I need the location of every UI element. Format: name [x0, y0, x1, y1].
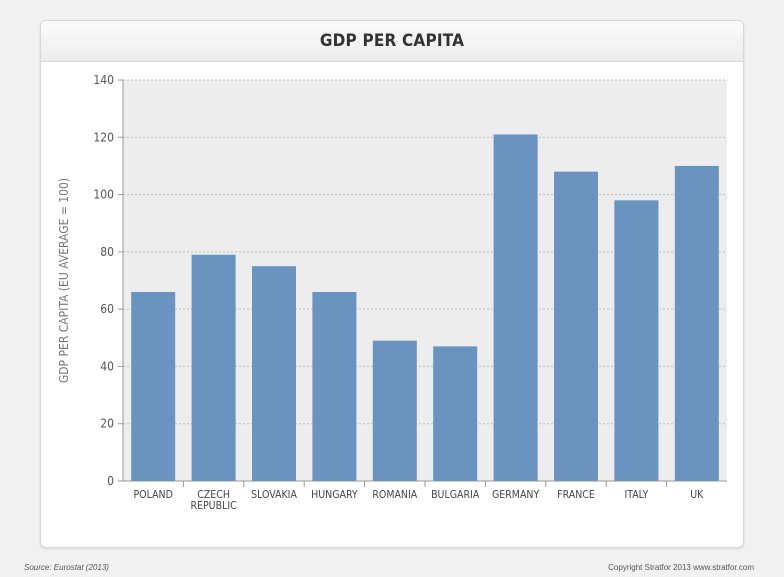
chart-title: GDP PER CAPITA — [41, 21, 743, 62]
bar-slovakia — [252, 266, 296, 481]
bar-uk — [674, 165, 719, 481]
x-tick-label: GERMANY — [492, 489, 540, 501]
y-tick-label: 140 — [93, 73, 114, 87]
x-tick-label: FRANCE — [557, 489, 595, 501]
bar-france — [554, 171, 598, 481]
y-tick-label: 20 — [100, 417, 114, 431]
bar-germany — [493, 134, 538, 481]
x-tick-label: SLOVAKIA — [251, 489, 297, 501]
y-tick-label: 40 — [100, 359, 114, 373]
bar-bulgaria — [433, 346, 478, 481]
y-tick-label: 80 — [100, 245, 114, 259]
x-tick-label: BULGARIA — [431, 489, 480, 501]
y-axis-label: GDP PER CAPITA (EU AVERAGE = 100) — [57, 178, 71, 383]
x-tick-label: HUNGARY — [311, 489, 358, 501]
x-tick-label: ROMANIA — [372, 489, 417, 501]
copyright-note: Copyright Stratfor 2013 www.stratfor.com — [608, 563, 754, 572]
y-tick-label: 120 — [93, 130, 114, 144]
x-tick-label: POLAND — [133, 489, 172, 501]
bar-poland — [131, 291, 176, 481]
bar-hungary — [312, 291, 357, 481]
x-tick-label: ITALY — [624, 489, 648, 501]
y-tick-label: 100 — [93, 188, 114, 202]
source-note: Source: Eurostat (2013) — [24, 563, 109, 572]
bar-czech — [191, 254, 236, 481]
bar-italy — [614, 200, 659, 482]
bar-romania — [372, 340, 417, 481]
y-tick-label: 0 — [107, 474, 114, 488]
x-tick-label: UK — [690, 489, 704, 501]
x-tick-label: CZECH REPUBLIC — [190, 489, 237, 512]
y-tick-label: 60 — [100, 302, 114, 316]
